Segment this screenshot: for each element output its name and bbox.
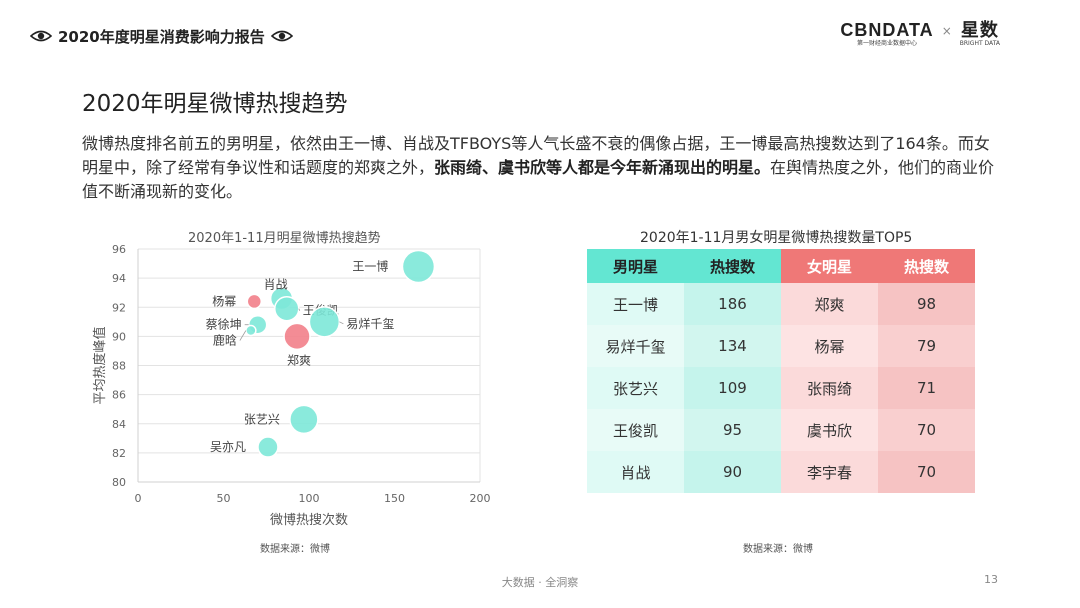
summary-paragraph: 微博热度排名前五的男明星，依然由王一博、肖战及TFBOYS等人气长盛不衰的偶像占… [82, 132, 1002, 204]
table-row: 肖战 90 李宇春 70 [587, 451, 975, 493]
female-star-cell: 杨幂 [781, 325, 878, 367]
label-leader-line [298, 308, 301, 311]
page-number: 13 [984, 573, 998, 586]
column-header: 热搜数 [878, 249, 975, 283]
cbndata-logo: CBNDATA 第一财经商业数据中心 [840, 20, 934, 47]
data-point [289, 404, 319, 435]
chart-source: 数据来源：微博 [260, 544, 330, 555]
data-label: 肖战 [264, 278, 288, 292]
y-tick-label: 90 [112, 330, 126, 343]
table-row: 易烊千玺 134 杨幂 79 [587, 325, 975, 367]
x-tick-label: 200 [470, 492, 491, 505]
x-axis-label: 微博热搜次数 [270, 512, 348, 528]
male-star-cell: 王俊凯 [587, 409, 684, 451]
y-axis-label: 平均热度峰值 [92, 326, 108, 404]
brightdata-logo: 星数 BRIGHT DATA [959, 20, 1000, 47]
top5-table: 男明星 热搜数 女明星 热搜数 王一博 186 郑爽 98 易烊千玺 134 杨幂 79 张艺兴… [587, 249, 975, 493]
female-count-cell: 71 [878, 367, 975, 409]
x-tick-label: 50 [217, 492, 231, 505]
data-label: 鹿晗 [213, 333, 237, 348]
eye-icon [270, 30, 293, 42]
table-row: 张艺兴 109 张雨绮 71 [587, 367, 975, 409]
paragraph-highlight: 张雨绮、虞书欣等人都是今年新涌现出的明星。 [434, 158, 771, 177]
male-count-cell: 134 [684, 325, 781, 367]
data-point [245, 324, 257, 337]
data-label: 蔡徐坤 [206, 317, 242, 332]
data-point [257, 436, 279, 458]
male-star-cell: 易烊千玺 [587, 325, 684, 367]
y-tick-label: 82 [112, 447, 126, 460]
data-label: 吴亦凡 [210, 439, 246, 454]
y-tick-label: 80 [112, 476, 126, 489]
data-label: 杨幂 [212, 293, 236, 308]
eye-icon [30, 30, 52, 42]
y-tick-label: 88 [112, 360, 126, 373]
page-title: 2020年明星微博热搜趋势 [82, 91, 348, 117]
brand-logos: CBNDATA 第一财经商业数据中心 × 星数 BRIGHT DATA [840, 20, 1000, 48]
male-star-cell: 王一博 [587, 283, 684, 325]
data-point [283, 322, 311, 351]
data-point [401, 249, 436, 284]
female-star-cell: 虞书欣 [781, 409, 878, 451]
female-count-cell: 79 [878, 325, 975, 367]
y-tick-label: 86 [112, 389, 126, 402]
data-point [246, 293, 263, 310]
female-count-cell: 70 [878, 409, 975, 451]
paragraph-text: 在舆情热度之外，他们的商业价值不断涌现新的变化。 [82, 158, 995, 201]
female-star-cell: 郑爽 [781, 283, 878, 325]
data-point [308, 306, 341, 338]
column-header: 热搜数 [684, 249, 781, 283]
female-star-cell: 李宇春 [781, 451, 878, 493]
y-tick-label: 92 [112, 301, 126, 314]
female-star-cell: 张雨绮 [781, 367, 878, 409]
column-header: 男明星 [587, 249, 684, 283]
data-label: 易烊千玺 [346, 317, 394, 331]
y-tick-label: 94 [112, 272, 126, 285]
male-count-cell: 109 [684, 367, 781, 409]
table-source: 数据来源：微博 [743, 544, 813, 555]
male-star-cell: 肖战 [587, 451, 684, 493]
label-leader-line [239, 330, 247, 341]
table-title: 2020年1-11月男女明星微博热搜数量TOP5 [640, 230, 913, 246]
table-row: 王一博 186 郑爽 98 [587, 283, 975, 325]
data-label: 王一博 [352, 258, 388, 273]
data-label: 张艺兴 [244, 412, 280, 426]
label-leader-line [339, 321, 344, 325]
y-tick-label: 96 [112, 243, 126, 256]
x-tick-label: 0 [135, 492, 142, 505]
table-row: 王俊凯 95 虞书欣 70 [587, 409, 975, 451]
male-star-cell: 张艺兴 [587, 367, 684, 409]
female-count-cell: 98 [878, 283, 975, 325]
male-count-cell: 90 [684, 451, 781, 493]
male-count-cell: 95 [684, 409, 781, 451]
paragraph-text: 微博热度排名前五的男明星，依然由王一博、肖战及TFBOYS等人气长盛不衰的偶像占… [82, 134, 990, 177]
female-count-cell: 70 [878, 451, 975, 493]
data-label: 郑爽 [287, 352, 311, 367]
logo-separator: × [941, 24, 952, 38]
x-tick-label: 150 [384, 492, 405, 505]
data-point [274, 295, 300, 322]
male-count-cell: 186 [684, 283, 781, 325]
column-header: 女明星 [781, 249, 878, 283]
report-header: 2020年度明星消费影响力报告 [30, 22, 293, 50]
x-tick-label: 100 [299, 492, 320, 505]
chart-title: 2020年1-11月明星微博热搜趋势 [188, 231, 381, 246]
footer-slogan: 大数据 · 全洞察 [501, 576, 579, 589]
report-title: 2020年度明星消费影响力报告 [58, 27, 265, 46]
y-tick-label: 84 [112, 418, 126, 431]
table-header-row: 男明星 热搜数 女明星 热搜数 [587, 249, 975, 283]
scatter-chart: 80 82 84 86 88 90 92 94 96 0 50 100 150 200 微博热搜次数 平均热度… [92, 243, 491, 528]
